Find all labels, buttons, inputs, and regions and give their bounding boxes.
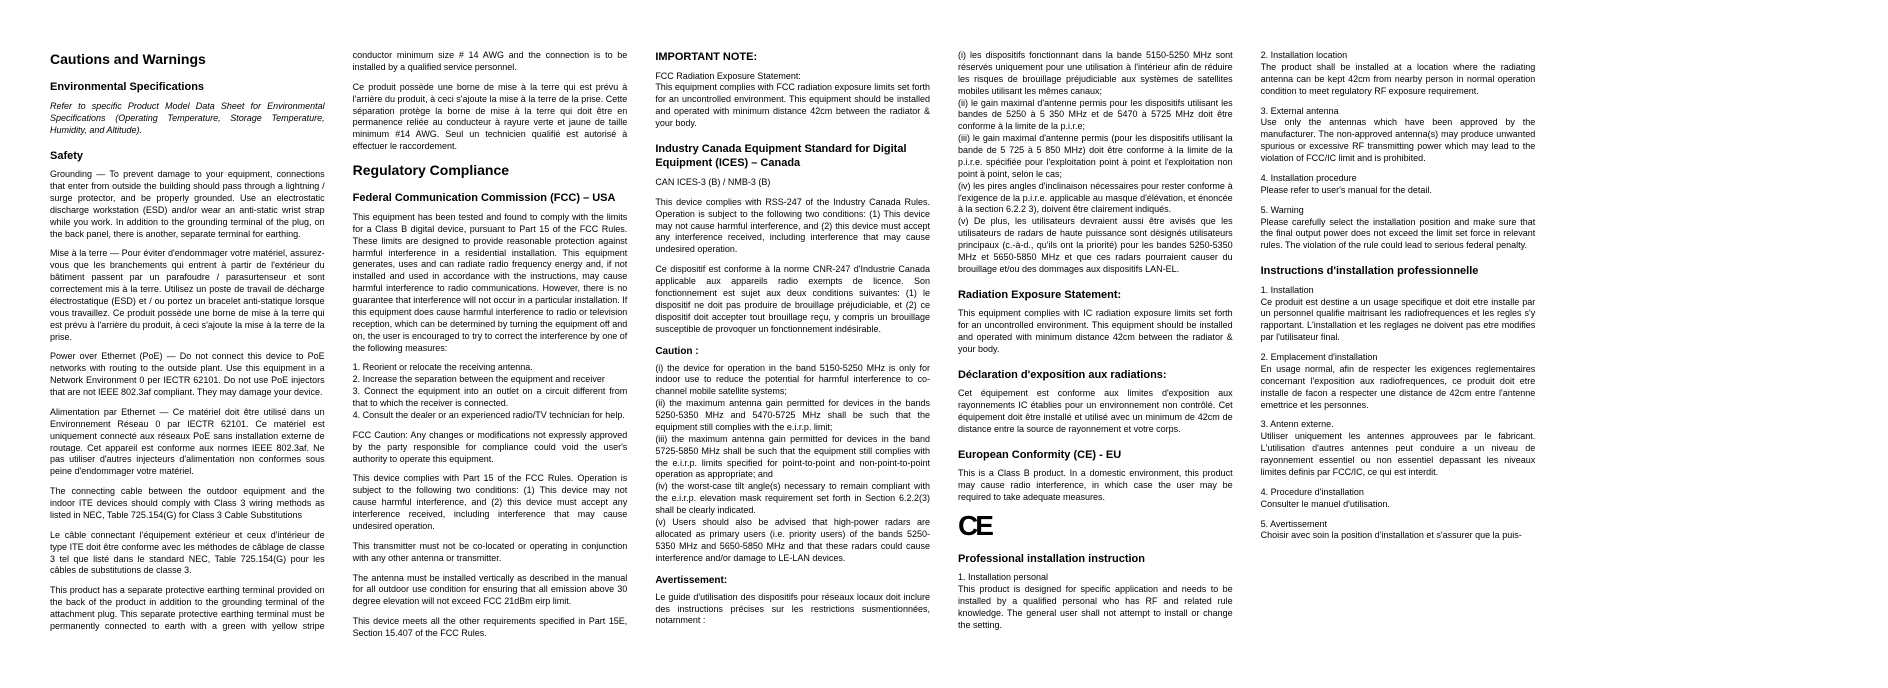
text-avert-iii: (iii) le gain maximal d'antenne permis (… [958,133,1233,181]
text-safety-poe-fr: Alimentation par Ethernet — Ce matériel … [50,407,325,478]
heading-radiation-exposure: Radiation Exposure Statement: [958,288,1233,303]
text-pro1-h: 1. Installation personal [958,572,1233,584]
text-pro5-h: 5. Warning [1261,205,1536,217]
text-fcc-part15: This device complies with Part 15 of the… [353,473,628,532]
text-fr4-p: Consulter le manuel d'utilisation. [1261,499,1536,511]
text-pro2-h: 2. Installation location [1261,50,1536,62]
text-caution-iii: (iii) the maximum antenna gain permitted… [655,434,930,482]
text-pro2-p: The product shall be installed at a loca… [1261,62,1536,98]
heading-declaration-exposition: Déclaration d'exposition aux radiations: [958,368,1233,383]
text-fcc-list-1: 1. Reorient or relocate the receiving an… [353,362,628,374]
heading-eu-conformity: European Conformity (CE) - EU [958,448,1233,463]
text-ices-en: This device complies with RSS-247 of the… [655,197,930,256]
text-eu-conformity: This is a Class B product. In a domestic… [958,468,1233,504]
text-env-spec: Refer to specific Product Model Data She… [50,101,325,137]
heading-important-note: IMPORTANT NOTE: [655,50,930,65]
text-declaration-exposition: Cet équipement est conforme aux limites … [958,388,1233,436]
text-avert-i: (i) les dispositifs fonctionnant dans la… [958,50,1233,98]
text-pro4-h: 4. Installation procedure [1261,173,1536,185]
document-page: Cautions and Warnings Environmental Spec… [50,50,1838,648]
text-safety-grounding-en: Grounding — To prevent damage to your eq… [50,169,325,240]
text-pro4-p: Please refer to user's manual for the de… [1261,185,1536,197]
text-caution-ii: (ii) the maximum antenna gain permitted … [655,398,930,434]
text-pro3-p: Use only the antennas which have been ap… [1261,117,1536,165]
text-avert-v: (v) De plus, les utilisateurs devraient … [958,216,1233,275]
text-fcc-list-4: 4. Consult the dealer or an experienced … [353,410,628,422]
text-fr1-h: 1. Installation [1261,285,1536,297]
text-fcc-list-3: 3. Connect the equipment into an outlet … [353,386,628,410]
text-caution-v: (v) Users should also be advised that hi… [655,517,930,565]
text-safety-cable-en: The connecting cable between the outdoor… [50,486,325,522]
text-avert-intro: Le guide d'utilisation des dispositifs p… [655,592,930,628]
heading-caution: Caution : [655,345,930,358]
heading-regulatory: Regulatory Compliance [353,161,628,179]
text-ices-fr: Ce dispositif est conforme à la norme CN… [655,264,930,335]
text-avert-iv: (iv) les pires angles d'inclinaison néce… [958,181,1233,217]
text-avert-ii: (ii) le gain maximal d'antenne permis po… [958,98,1233,134]
text-pro5-p: Please carefully select the installation… [1261,217,1536,253]
text-pro3-h: 3. External antenna [1261,106,1536,118]
text-fcc-rad-p: This equipment complies with FCC radiati… [655,82,930,130]
text-safety-earth-fr: Ce produit possède une borne de mise à l… [353,82,628,153]
text-fr3-p: Utiliser uniquement les antennes approuv… [1261,431,1536,479]
text-fr4-h: 4. Procedure d'installation [1261,487,1536,499]
ce-mark-icon: CE [958,512,1233,540]
text-safety-poe-en: Power over Ethernet (PoE) — Do not conne… [50,351,325,399]
heading-ices: Industry Canada Equipment Standard for D… [655,142,930,171]
heading-fcc: Federal Communication Commission (FCC) –… [353,191,628,206]
heading-env-spec: Environmental Specifications [50,80,325,95]
text-ices-code: CAN ICES-3 (B) / NMB-3 (B) [655,177,930,189]
heading-cautions-warnings: Cautions and Warnings [50,50,325,68]
text-safety-cable-fr: Le câble connectant l'équipement extérie… [50,530,325,578]
text-fcc-list-2: 2. Increase the separation between the e… [353,374,628,386]
text-radiation-exposure: This equipment complies with IC radiatio… [958,308,1233,356]
text-fcc-main: This equipment has been tested and found… [353,212,628,355]
text-caution-i: (i) the device for operation in the band… [655,363,930,399]
text-fr2-p: En usage normal, afin de respecter les e… [1261,364,1536,412]
text-fr1-p: Ce produit est destine a un usage specif… [1261,297,1536,345]
text-fcc-antenna: The antenna must be installed vertically… [353,573,628,609]
text-fr5-h: 5. Avertissement [1261,519,1536,531]
text-fr2-h: 2. Emplacement d'installation [1261,352,1536,364]
text-fr3-h: 3. Antenn externe. [1261,419,1536,431]
text-caution-iv: (iv) the worst-case tilt angle(s) necess… [655,481,930,517]
heading-avertissement: Avertissement: [655,574,930,587]
heading-pro-install: Professional installation instruction [958,552,1233,567]
heading-safety: Safety [50,149,325,164]
text-pro1-p: This product is designed for specific ap… [958,584,1233,632]
text-safety-grounding-fr: Mise à la terre — Pour éviter d'endommag… [50,248,325,343]
text-fcc-part15e: This device meets all the other requirem… [353,616,628,640]
heading-fr-pro-install: Instructions d'installation professionne… [1261,264,1536,279]
text-fr5-p: Choisir avec soin la position d'installa… [1261,530,1536,542]
text-fcc-transmitter: This transmitter must not be co-located … [353,541,628,565]
text-fcc-caution: FCC Caution: Any changes or modification… [353,430,628,466]
text-fcc-rad-h: FCC Radiation Exposure Statement: [655,71,930,83]
